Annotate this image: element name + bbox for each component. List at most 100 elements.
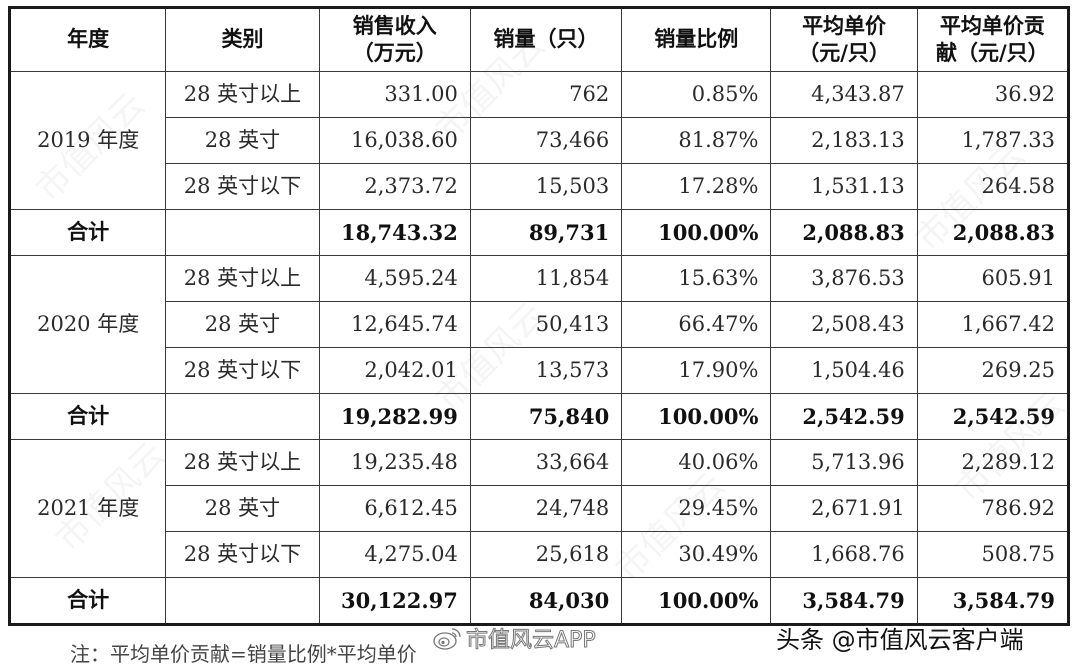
weibo-logo-icon xyxy=(432,626,462,650)
volume-cell: 24,748 xyxy=(469,485,623,532)
table-row: 28 英寸以下 2,042.01 13,573 17.90% 1,504.46 … xyxy=(10,347,1070,394)
year-cell: 2020 年度 xyxy=(8,255,167,394)
ratio-cell: 17.90% xyxy=(621,347,772,394)
category-cell: 28 英寸以上 xyxy=(165,439,320,486)
avg-price-cell: 2,508.43 xyxy=(770,301,918,348)
volume-cell: 84,030 xyxy=(469,577,623,625)
avg-price-cell: 2,088.83 xyxy=(770,209,918,256)
total-label: 合计 xyxy=(8,209,167,256)
category-cell: 28 英寸以下 xyxy=(165,347,320,394)
table-row: 2021 年度 28 英寸以上 19,235.48 33,664 40.06% … xyxy=(8,439,1070,578)
volume-cell: 25,618 xyxy=(469,531,623,578)
category-cell: 28 英寸 xyxy=(165,485,320,532)
total-label: 合计 xyxy=(8,577,167,625)
contribution-cell: 2,289.12 xyxy=(916,439,1070,486)
avg-price-cell: 1,668.76 xyxy=(770,531,918,578)
ratio-cell: 0.85% xyxy=(621,71,772,118)
table-row: 28 英寸 6,612.45 24,748 29.45% 2,671.91 78… xyxy=(10,485,1070,532)
avg-price-cell: 2,183.13 xyxy=(770,117,918,164)
revenue-cell: 4,595.24 xyxy=(318,255,471,302)
total-row: 合计 30,122.97 84,030 100.00% 3,584.79 3,5… xyxy=(8,577,1070,625)
volume-cell: 75,840 xyxy=(469,393,623,440)
ratio-cell: 81.87% xyxy=(621,117,772,164)
table-footnote: 注：平均单价贡献=销量比例*平均单价 xyxy=(70,642,417,666)
revenue-cell: 2,042.01 xyxy=(318,347,471,394)
category-cell xyxy=(165,209,320,256)
table-row: 2019 年度 28 英寸以上 331.00 762 0.85% 4,343.8… xyxy=(8,71,1070,210)
category-cell: 28 英寸以上 xyxy=(165,71,320,118)
revenue-cell: 30,122.97 xyxy=(318,577,471,625)
revenue-cell: 4,275.04 xyxy=(318,531,471,578)
volume-cell: 11,854 xyxy=(469,255,623,302)
category-cell: 28 英寸 xyxy=(165,117,320,164)
avg-price-cell: 2,671.91 xyxy=(770,485,918,532)
avg-price-cell: 3,876.53 xyxy=(770,255,918,302)
ratio-cell: 30.49% xyxy=(621,531,772,578)
category-cell: 28 英寸 xyxy=(165,301,320,348)
volume-cell: 15,503 xyxy=(469,163,623,210)
avg-price-cell: 3,584.79 xyxy=(770,577,918,625)
ratio-cell: 17.28% xyxy=(621,163,772,210)
table-row: 28 英寸 16,038.60 73,466 81.87% 2,183.13 1… xyxy=(10,117,1070,164)
avg-price-cell: 4,343.87 xyxy=(770,71,918,118)
header-avg-price: 平均单价 （元/只） xyxy=(770,7,918,72)
volume-cell: 50,413 xyxy=(469,301,623,348)
volume-cell: 89,731 xyxy=(469,209,623,256)
contribution-cell: 786.92 xyxy=(916,485,1070,532)
avg-price-cell: 5,713.96 xyxy=(770,439,918,486)
revenue-cell: 18,743.32 xyxy=(318,209,471,256)
category-cell: 28 英寸以下 xyxy=(165,531,320,578)
weibo-watermark-text: 市值风云APP xyxy=(466,628,597,654)
revenue-cell: 19,235.48 xyxy=(318,439,471,486)
year-cell: 2019 年度 xyxy=(8,71,167,210)
header-ratio: 销量比例 xyxy=(621,7,772,72)
header-row: 年度 类别 销售收入 （万元） 销量（只） 销量比例 平均单价 （元/只） 平均单价… xyxy=(8,7,1070,72)
header-revenue: 销售收入 （万元） xyxy=(318,7,471,72)
contribution-cell: 2,542.59 xyxy=(916,393,1070,440)
ratio-cell: 29.45% xyxy=(621,485,772,532)
avg-price-cell: 2,542.59 xyxy=(770,393,918,440)
volume-cell: 762 xyxy=(469,71,623,118)
header-year: 年度 xyxy=(8,7,167,72)
contribution-cell: 264.58 xyxy=(916,163,1070,210)
ratio-cell: 100.00% xyxy=(621,393,772,440)
header-contribution: 平均单价贡 献（元/只） xyxy=(916,7,1070,72)
contribution-cell: 269.25 xyxy=(916,347,1070,394)
table-row: 28 英寸 12,645.74 50,413 66.47% 2,508.43 1… xyxy=(10,301,1070,348)
table-row: 28 英寸以下 4,275.04 25,618 30.49% 1,668.76 … xyxy=(10,531,1070,578)
contribution-cell: 1,667.42 xyxy=(916,301,1070,348)
contribution-cell: 1,787.33 xyxy=(916,117,1070,164)
revenue-cell: 331.00 xyxy=(318,71,471,118)
category-cell: 28 英寸以下 xyxy=(165,163,320,210)
table-row: 28 英寸以下 2,373.72 15,503 17.28% 1,531.13 … xyxy=(10,163,1070,210)
ratio-cell: 100.00% xyxy=(621,577,772,625)
sales-by-size-table: 年度 类别 销售收入 （万元） 销量（只） 销量比例 平均单价 （元/只） 平均单价… xyxy=(8,6,1070,626)
revenue-cell: 6,612.45 xyxy=(318,485,471,532)
volume-cell: 33,664 xyxy=(469,439,623,486)
total-row: 合计 18,743.32 89,731 100.00% 2,088.83 2,0… xyxy=(8,209,1070,256)
ratio-cell: 15.63% xyxy=(621,255,772,302)
contribution-cell: 3,584.79 xyxy=(916,577,1070,625)
revenue-cell: 16,038.60 xyxy=(318,117,471,164)
total-label: 合计 xyxy=(8,393,167,440)
revenue-cell: 19,282.99 xyxy=(318,393,471,440)
revenue-cell: 12,645.74 xyxy=(318,301,471,348)
ratio-cell: 40.06% xyxy=(621,439,772,486)
ratio-cell: 66.47% xyxy=(621,301,772,348)
weibo-watermark: 市值风云APP xyxy=(432,622,596,654)
category-cell xyxy=(165,393,320,440)
category-cell xyxy=(165,577,320,625)
table-row: 2020 年度 28 英寸以上 4,595.24 11,854 15.63% 3… xyxy=(8,255,1070,394)
header-volume: 销量（只） xyxy=(469,7,623,72)
contribution-cell: 605.91 xyxy=(916,255,1070,302)
contribution-cell: 2,088.83 xyxy=(916,209,1070,256)
toutiao-watermark: 头条 @市值风云客户端 xyxy=(776,626,1024,654)
contribution-cell: 36.92 xyxy=(916,71,1070,118)
revenue-cell: 2,373.72 xyxy=(318,163,471,210)
total-row: 合计 19,282.99 75,840 100.00% 2,542.59 2,5… xyxy=(8,393,1070,440)
volume-cell: 73,466 xyxy=(469,117,623,164)
avg-price-cell: 1,504.46 xyxy=(770,347,918,394)
contribution-cell: 508.75 xyxy=(916,531,1070,578)
category-cell: 28 英寸以上 xyxy=(165,255,320,302)
